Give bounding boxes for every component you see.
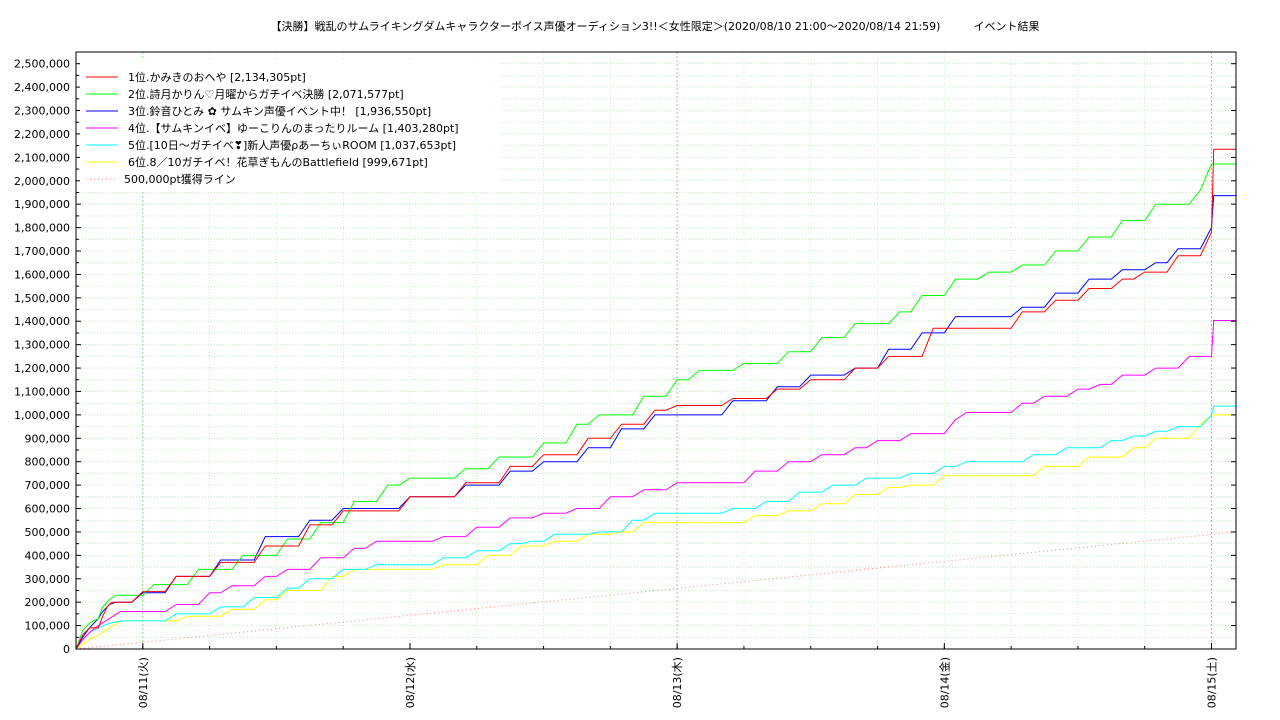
y-tick-label: 2,300,000	[14, 105, 70, 118]
y-tick-label: 400,000	[25, 549, 71, 562]
y-tick-label: 900,000	[25, 432, 71, 445]
series-line	[75, 163, 1236, 650]
y-tick-label: 1,500,000	[14, 292, 70, 305]
legend-label: 1位.かみきのおへや [2,134,305pt]	[128, 70, 306, 84]
series-line	[75, 405, 1236, 650]
plot-frame	[75, 51, 1237, 650]
legend-label: 3位.鈴音ひとみ ✿ サムキン声優イベント中！ [1,936,550pt]	[128, 104, 431, 118]
y-tick-label: 1,100,000	[14, 385, 70, 398]
y-tick-label: 2,500,000	[14, 58, 70, 71]
x-tick-label: 08/11(火)	[137, 657, 150, 708]
y-tick-label: 200,000	[25, 596, 71, 609]
legend: 1位.かみきのおへや [2,134,305pt] 2位.詩月かりん♡月曜からガチイ…	[80, 60, 500, 192]
legend-box	[80, 60, 500, 192]
y-tick-label: 1,000,000	[14, 409, 70, 422]
x-axis-ticks: 08/11(火) 08/12(水) 08/13(木) 08/14(金) 08/15(土)	[75, 643, 1219, 708]
y-tick-label: 600,000	[25, 503, 71, 516]
legend-label: 500,000pt獲得ライン	[124, 173, 236, 186]
y-tick-label: 0	[63, 643, 70, 656]
x-tick-label: 08/14(金)	[937, 657, 951, 708]
y-tick-label: 800,000	[25, 456, 71, 469]
series-lines	[75, 148, 1237, 650]
y-axis-ticks: 0 100,000 200,000 300,000 400,000 500,000 600,…	[14, 58, 1236, 656]
legend-label: 4位.【サムキンイベ】ゆーこりんのまったりルーム [1,403,280pt]	[128, 121, 459, 135]
x-tick-label: 08/12(水)	[404, 657, 417, 708]
y-tick-label: 1,200,000	[14, 362, 70, 375]
y-tick-label: 700,000	[25, 479, 71, 492]
y-tick-label: 2,000,000	[14, 175, 70, 188]
y-tick-label: 2,200,000	[14, 128, 70, 141]
x-tick-label: 08/13(木)	[671, 657, 684, 708]
y-tick-label: 2,400,000	[14, 81, 70, 94]
series-line	[75, 148, 1236, 650]
y-tick-label: 2,100,000	[14, 151, 70, 164]
y-tick-label: 1,700,000	[14, 245, 70, 258]
y-tick-label: 1,600,000	[14, 268, 70, 281]
y-tick-label: 500,000	[25, 526, 71, 539]
chart-title: 【決勝】戦乱のサムライキングダムキャラクターボイス声優オーディション3!!＜女性…	[270, 20, 1040, 33]
series-line	[75, 414, 1236, 650]
x-tick-label: 08/15(土)	[1206, 657, 1219, 708]
y-tick-label: 1,400,000	[14, 315, 70, 328]
legend-label: 2位.詩月かりん♡月曜からガチイベ決勝 [2,071,577pt]	[128, 87, 404, 101]
y-tick-label: 1,800,000	[14, 222, 70, 235]
series-line	[75, 320, 1236, 650]
horizontal-gridlines	[76, 63, 1236, 638]
y-tick-label: 300,000	[25, 573, 71, 586]
y-tick-label: 1,300,000	[14, 339, 70, 352]
legend-label: 5位.[10日〜ガチイベ❣]新人声優ρあーちぃROOM [1,037,653pt…	[128, 138, 456, 152]
legend-label: 6位.8／10ガチイベ！花草ぎもんのBattlefield [999,671pt…	[128, 155, 428, 169]
y-tick-label: 1,900,000	[14, 198, 70, 211]
y-tick-label: 100,000	[25, 620, 71, 633]
axes	[75, 51, 1237, 650]
